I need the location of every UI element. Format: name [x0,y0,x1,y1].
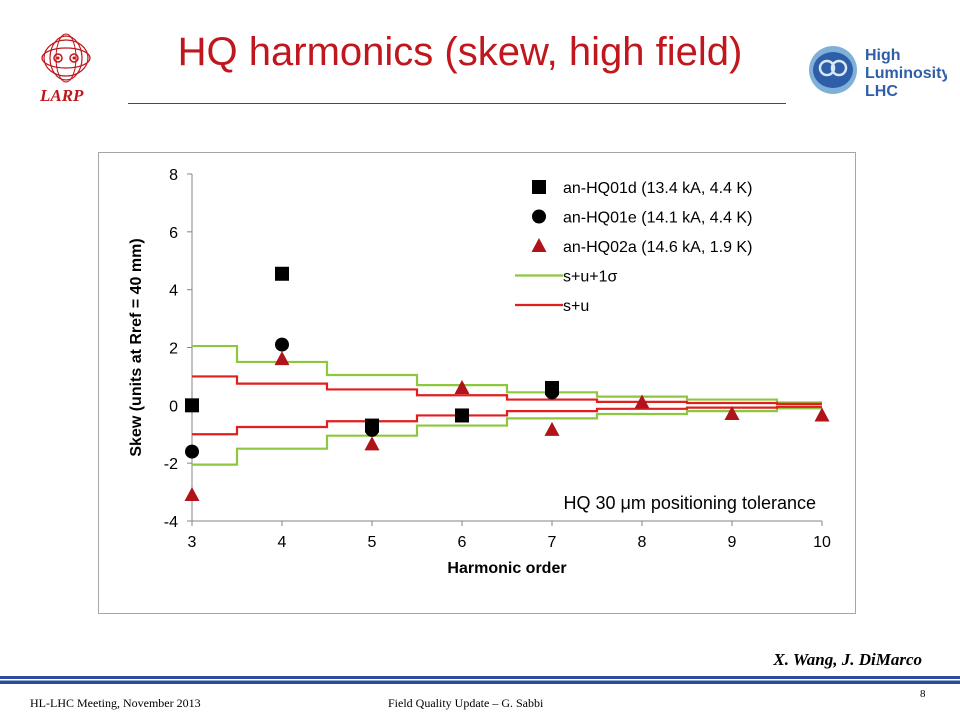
skew-harmonics-chart: -4 -2 0 2 4 6 8 3 4 5 6 7 8 9 10 Harmonic order Skew (un… [128,167,831,577]
x-tick-label: 3 [188,534,197,551]
hl-logo-word-1: High [865,47,901,64]
larp-accelerator-icon [41,33,91,83]
legend-label: an-HQ01d (13.4 kA, 4.4 K) [563,180,752,197]
legend-marker-square [532,180,546,194]
y-tick-label: 2 [169,341,178,358]
larp-logo [28,30,108,110]
y-tick-label: 6 [169,225,178,242]
y-tick-label: 0 [169,398,178,415]
chart-annotation: HQ 30 μm positioning tolerance [563,493,816,513]
authors: X. Wang, J. DiMarco [773,650,922,669]
footer-bar [0,676,960,684]
data-point-circle [365,422,379,437]
legend-marker-triangle [531,238,547,252]
chart-frame: -4 -2 0 2 4 6 8 3 4 5 6 7 8 9 10 Harmonic order Skew (un… [98,152,856,614]
step-line-upper-su1sigma [192,344,822,404]
x-tick-label: 8 [638,534,647,551]
data-point-circle [545,385,559,400]
x-tick-label: 5 [368,534,377,551]
page-title: HQ harmonics (skew, high field) [177,30,743,74]
data-point-triangle [454,379,470,394]
data-point-square [455,408,469,423]
y-tick-label: 8 [169,167,178,184]
larp-logo-text: LARP [40,86,84,105]
data-point-square [185,398,199,413]
y-tick-label: 4 [169,283,178,300]
data-point-triangle [814,407,830,422]
y-tick-label: -2 [164,456,178,473]
step-line-upper-su [192,375,822,405]
hl-logo-word-2: Luminosity [865,65,947,82]
legend-marker-circle [532,209,546,224]
data-point-circle [185,444,199,459]
hl-logo-word-3: LHC [865,83,898,100]
page-number: 8 [920,688,926,700]
data-point-triangle [364,436,380,451]
x-tick-label: 4 [278,534,287,551]
legend-label: an-HQ02a (14.6 kA, 1.9 K) [563,239,752,256]
data-point-square [275,266,289,281]
legend-label: s+u+1σ [563,269,617,286]
data-point-triangle [724,406,740,421]
x-tick-label: 9 [728,534,737,551]
data-point-circle [275,337,289,352]
y-tick-label: -4 [164,514,178,531]
y-axis-label: Skew (units at Rref = 40 mm) [128,238,145,456]
x-tick-label: 7 [548,534,557,551]
x-tick-label: 10 [813,534,831,551]
x-axis-label: Harmonic order [447,560,566,577]
footer-talk: Field Quality Update – G. Sabbi [388,696,544,710]
data-point-triangle [544,421,560,436]
data-point-triangle [274,351,290,366]
legend-label: s+u [563,298,589,315]
x-tick-label: 6 [458,534,467,551]
legend-label: an-HQ01e (14.1 kA, 4.4 K) [563,210,752,227]
data-point-triangle [184,486,200,501]
hl-lhc-logo: High Luminosity LHC [803,32,950,106]
title-divider [128,103,786,104]
data-point-triangle [634,394,650,409]
footer-meeting: HL-LHC Meeting, November 2013 [30,696,201,710]
